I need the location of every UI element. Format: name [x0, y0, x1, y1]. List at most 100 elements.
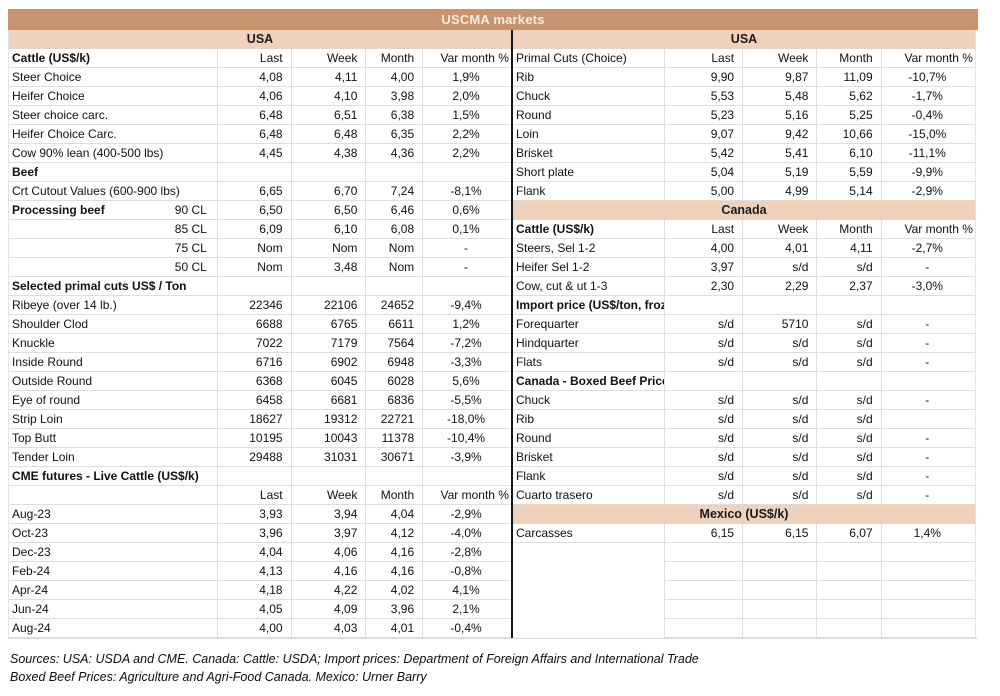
- row-label: Chuck: [513, 391, 664, 410]
- cell-last: 2,30: [663, 277, 744, 296]
- row-label: Cattle (US$/k): [513, 220, 664, 239]
- cell-var-month: -: [423, 239, 511, 258]
- cell-last: 9,90: [663, 68, 744, 87]
- report-title: USCMA markets: [8, 9, 978, 30]
- cell-month: 7,24: [366, 182, 424, 201]
- cell-last: 5,23: [663, 106, 744, 125]
- row-label: Import price (US$/ton, frozen, boneless …: [513, 296, 664, 315]
- row-label: Loin: [513, 125, 664, 144]
- cell-week: [291, 467, 367, 486]
- cell-week: s/d: [743, 258, 818, 277]
- cell-week: 4,99: [743, 182, 818, 201]
- cell-week: 6,51: [291, 106, 367, 125]
- cell-month: 5,59: [817, 163, 882, 182]
- cell-week: s/d: [743, 410, 818, 429]
- cell-month: 2,37: [817, 277, 882, 296]
- cell-var-month: [881, 581, 975, 600]
- cell-last: 4,45: [216, 144, 292, 163]
- cell-month: 6948: [366, 353, 424, 372]
- cell-last: 4,06: [216, 87, 292, 106]
- cell-month: [817, 600, 882, 619]
- cell-last: [663, 372, 744, 391]
- cell-last: 6,48: [216, 125, 292, 144]
- cell-month: 5,14: [817, 182, 882, 201]
- row-label: 50 CL: [9, 258, 217, 277]
- cell-month: 4,12: [366, 524, 424, 543]
- table-row: Dec-23 4,04 4,06 4,16 -2,8%: [9, 543, 511, 562]
- cell-month: [366, 163, 424, 182]
- cell-last: [663, 296, 744, 315]
- column-header-month: Month: [366, 486, 424, 505]
- cell-week: 10043: [291, 429, 367, 448]
- row-label: Heifer Sel 1-2: [513, 258, 664, 277]
- row-label: 85 CL: [9, 220, 217, 239]
- cell-month: [366, 277, 424, 296]
- table-row: Cuarto trasero s/d s/d s/d -: [513, 486, 975, 505]
- row-label: 75 CL: [9, 239, 217, 258]
- row-label: Eye of round: [9, 391, 217, 410]
- column-header-month: Month: [366, 49, 424, 68]
- row-label: Primal Cuts (Choice): [513, 49, 664, 68]
- cell-month: s/d: [817, 410, 882, 429]
- cell-last: s/d: [663, 467, 744, 486]
- cell-week: 4,11: [291, 68, 367, 87]
- cell-var-month: -0,8%: [423, 562, 511, 581]
- cell-last: 3,93: [216, 505, 292, 524]
- cell-month: 6,08: [366, 220, 424, 239]
- table-row: Cow, cut & ut 1-3 2,30 2,29 2,37 -3,0%: [513, 277, 975, 296]
- cell-last: 22346: [216, 296, 292, 315]
- row-label: Rib: [513, 68, 664, 87]
- table-row: Brisket s/d s/d s/d -: [513, 448, 975, 467]
- column-header-week: Week: [291, 49, 367, 68]
- cell-month: 7564: [366, 334, 424, 353]
- cell-var-month: [881, 543, 975, 562]
- cell-var-month: -2,7%: [881, 239, 975, 258]
- table-row: Rib 9,90 9,87 11,09 -10,7%: [513, 68, 975, 87]
- cell-month: s/d: [817, 315, 882, 334]
- row-label: Carcasses: [513, 524, 664, 543]
- cell-var-month: [881, 600, 975, 619]
- table-row: Aug-23 3,93 3,94 4,04 -2,9%: [9, 505, 511, 524]
- row-label: Selected primal cuts US$ / Ton: [9, 277, 217, 296]
- cell-var-month: [881, 372, 975, 391]
- cell-week: 4,03: [291, 619, 367, 638]
- cell-var-month: -: [881, 467, 975, 486]
- cell-week: s/d: [743, 353, 818, 372]
- row-label: Cattle (US$/k): [9, 49, 217, 68]
- cell-week: 9,42: [743, 125, 818, 144]
- row-label: Strip Loin: [9, 410, 217, 429]
- section-title-row: Beef: [9, 163, 511, 182]
- cell-month: s/d: [817, 258, 882, 277]
- row-label: Flank: [513, 182, 664, 201]
- cell-var-month: -: [881, 448, 975, 467]
- cell-month: [817, 543, 882, 562]
- cell-var-month: [881, 296, 975, 315]
- report-sheet: USCMA markets USA Cattle (US$/k) Last Week M…: [8, 9, 978, 639]
- cell-month: 3,96: [366, 600, 424, 619]
- table-row: Inside Round 6716 6902 6948 -3,3%: [9, 353, 511, 372]
- table-row: Heifer Choice 4,06 4,10 3,98 2,0%: [9, 87, 511, 106]
- cell-week: 5,48: [743, 87, 818, 106]
- cell-month: 4,02: [366, 581, 424, 600]
- cell-week: 5,19: [743, 163, 818, 182]
- region-label: USA: [246, 32, 274, 46]
- cell-week: 4,38: [291, 144, 367, 163]
- cell-var-month: -10,4%: [423, 429, 511, 448]
- row-label: Cow, cut & ut 1-3: [513, 277, 664, 296]
- cell-var-month: -3,9%: [423, 448, 511, 467]
- column-header-week: Week: [743, 49, 818, 68]
- cell-var-month: -8,1%: [423, 182, 511, 201]
- cell-var-month: -0,4%: [881, 106, 975, 125]
- cell-month: Nom: [366, 239, 424, 258]
- section-title-row: Canada - Boxed Beef Prices (US$/k): [513, 372, 975, 391]
- row-label: Inside Round: [9, 353, 217, 372]
- table-row: Flank s/d s/d s/d -: [513, 467, 975, 486]
- cell-last: 7022: [216, 334, 292, 353]
- cell-var-month: -: [881, 334, 975, 353]
- sources-line-2: Boxed Beef Prices: Agriculture and Agri-…: [10, 670, 427, 684]
- cell-last: 3,96: [216, 524, 292, 543]
- region-band: Mexico (US$/k): [513, 505, 975, 524]
- column-header-month: Month: [817, 220, 882, 239]
- row-label: Hindquarter: [513, 334, 664, 353]
- column-header-row: Primal Cuts (Choice) Last Week Month Var mon…: [513, 49, 975, 68]
